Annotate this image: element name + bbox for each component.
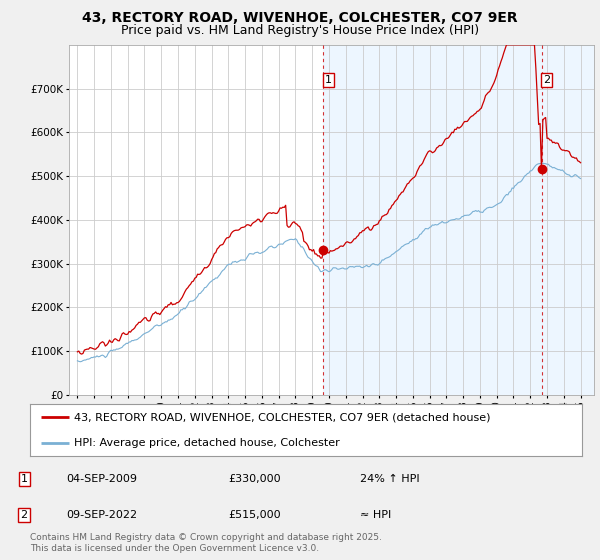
Text: 2: 2	[20, 510, 28, 520]
Text: Price paid vs. HM Land Registry's House Price Index (HPI): Price paid vs. HM Land Registry's House …	[121, 24, 479, 36]
Text: 43, RECTORY ROAD, WIVENHOE, COLCHESTER, CO7 9ER (detached house): 43, RECTORY ROAD, WIVENHOE, COLCHESTER, …	[74, 412, 491, 422]
Text: £330,000: £330,000	[228, 474, 281, 484]
Text: ≈ HPI: ≈ HPI	[360, 510, 391, 520]
Text: 09-SEP-2022: 09-SEP-2022	[66, 510, 137, 520]
Text: £515,000: £515,000	[228, 510, 281, 520]
Text: 1: 1	[325, 76, 332, 86]
Text: 04-SEP-2009: 04-SEP-2009	[66, 474, 137, 484]
Text: 1: 1	[20, 474, 28, 484]
Text: 2: 2	[543, 76, 550, 86]
Text: 24% ↑ HPI: 24% ↑ HPI	[360, 474, 419, 484]
Bar	[323, 45, 594, 395]
Text: 43, RECTORY ROAD, WIVENHOE, COLCHESTER, CO7 9ER: 43, RECTORY ROAD, WIVENHOE, COLCHESTER, …	[82, 11, 518, 25]
Text: Contains HM Land Registry data © Crown copyright and database right 2025.
This d: Contains HM Land Registry data © Crown c…	[30, 533, 382, 553]
Text: HPI: Average price, detached house, Colchester: HPI: Average price, detached house, Colc…	[74, 438, 340, 449]
